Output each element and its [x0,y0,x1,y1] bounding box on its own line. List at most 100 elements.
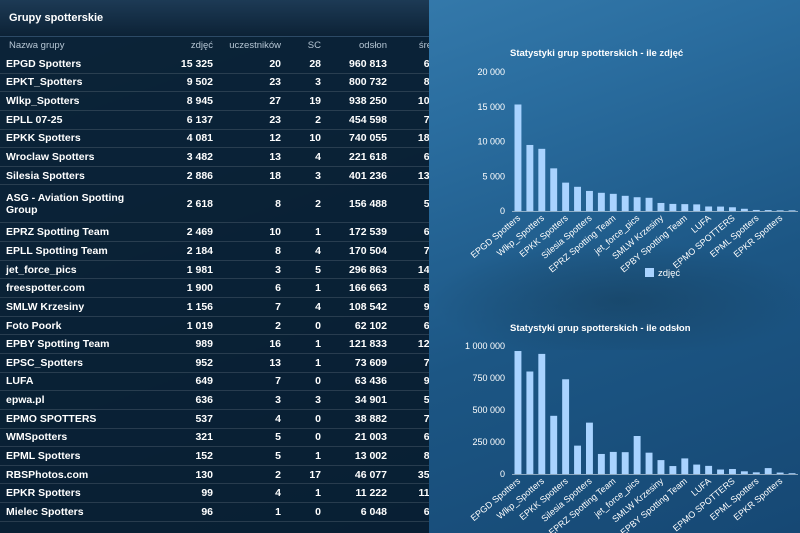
col-average: 78,07 [423,244,429,257]
bar[interactable] [705,206,713,211]
column-header-photos[interactable]: zdjęć [190,40,213,51]
bar[interactable] [514,104,522,211]
table-row[interactable]: EPKT_Spotters 9 502 23 3 800 732 84,27 [0,74,429,93]
table-row[interactable]: SMLW Krzesiny 1 156 7 4 108 542 93,89 [0,298,429,317]
bar[interactable] [657,202,665,211]
col-average: 104,89 [417,95,429,108]
bar[interactable] [609,451,617,474]
bar[interactable] [788,210,796,211]
table-row[interactable]: Wlkp_Spotters 8 945 27 19 938 250 104,89 [0,92,429,111]
column-header-members[interactable]: uczestników [229,40,281,51]
table-row[interactable]: EPKR Spotters 99 4 1 11 222 113,35 [0,484,429,504]
bar[interactable] [538,353,546,474]
column-header-average[interactable]: średnio [418,40,429,51]
bar[interactable] [574,445,581,474]
table-row[interactable]: jet_force_pics 1 981 3 5 296 863 149,86 [0,261,429,280]
col-photos: 96 [201,505,213,518]
col-photos: 1 019 [186,319,213,332]
bar[interactable] [514,351,522,474]
bar[interactable] [562,379,570,474]
bar[interactable] [621,195,629,211]
col-name: EPMO SPOTTERS [6,412,97,425]
table-row[interactable]: WMSpotters 321 5 0 21 003 65,43 [0,429,429,448]
bar[interactable] [776,472,784,474]
col-name: epwa.pl [6,394,45,407]
bar[interactable] [705,465,713,474]
bar[interactable] [609,193,617,211]
table-row[interactable]: ASG - Aviation Spotting Group 2 618 8 2 156 … [0,185,429,224]
bar[interactable] [693,464,701,474]
table-row[interactable]: Mielec Spotters 96 1 0 6 048 63,00 [0,503,429,522]
bar[interactable] [562,182,570,211]
column-header-name[interactable]: Nazwa grupy [9,40,65,51]
col-average: 63,65 [423,151,429,164]
bar[interactable] [574,186,581,211]
column-header-sc[interactable]: SC [307,40,321,51]
legend-label[interactable]: zdjęć [658,268,680,279]
col-average: 354,44 [417,468,429,481]
column-header-views[interactable]: odsłon [359,40,387,51]
bar[interactable] [526,371,534,474]
col-sc: 0 [315,505,321,518]
col-name: ASG - Aviation Spotting Group [6,191,125,216]
bar[interactable] [764,468,772,474]
bar[interactable] [669,203,677,211]
col-members: 7 [275,300,281,313]
table-row[interactable]: EPSC_Spotters 952 13 1 73 609 77,32 [0,354,429,373]
bar[interactable] [621,452,629,474]
col-members: 3 [275,394,281,407]
bar[interactable] [526,144,534,211]
table-row[interactable]: EPKK Spotters 4 081 12 10 740 055 181,34 [0,130,429,149]
bar[interactable] [740,208,748,211]
bar[interactable] [764,210,772,211]
table-row[interactable]: EPBY Spotting Team 989 16 1 121 833 123,19 [0,335,429,354]
table-row[interactable]: EPGD Spotters 15 325 20 28 960 813 62,70 [0,55,429,74]
bar[interactable] [752,209,760,211]
bar[interactable] [693,204,701,211]
table-row[interactable]: EPLL 07-25 6 137 23 2 454 598 74,08 [0,111,429,130]
table-row[interactable]: EPRZ Spotting Team 2 469 10 1 172 539 69,88 [0,223,429,243]
bar[interactable] [550,415,558,474]
bar[interactable] [657,460,665,474]
table-row[interactable]: RBSPhotos.com 130 2 17 46 077 354,44 [0,466,429,485]
table-row[interactable]: Silesia Spotters 2 886 18 3 401 236 139,03 [0,167,429,186]
bar[interactable] [597,192,605,211]
table-row[interactable]: EPMO SPOTTERS 537 4 0 38 882 72,41 [0,410,429,429]
bar[interactable] [740,471,748,474]
bar[interactable] [633,197,641,211]
bar[interactable] [681,458,689,474]
bar[interactable] [633,436,641,474]
col-photos: 649 [195,375,213,388]
col-average: 84,27 [423,76,429,89]
photos-chart: Statystyki grup spotterskich - ile zdjęć… [469,48,798,279]
col-members: 5 [275,449,281,462]
bar[interactable] [729,469,736,474]
col-name: Foto Poork [6,319,62,332]
col-name: RBSPhotos.com [6,468,89,481]
bar[interactable] [597,453,605,474]
bar[interactable] [717,469,724,474]
bar[interactable] [717,206,724,211]
col-name: SMLW Krzesiny [6,300,85,313]
bar[interactable] [645,197,653,211]
bar[interactable] [586,190,593,211]
table-row[interactable]: EPML Spotters 152 5 1 13 002 85,54 [0,447,429,466]
bar[interactable] [776,210,784,211]
table-row[interactable]: LUFA 649 7 0 63 436 97,74 [0,373,429,392]
bar[interactable] [550,168,558,211]
bar[interactable] [729,207,736,211]
table-row[interactable]: freespotter.com 1 900 6 1 166 663 87,72 [0,279,429,299]
bar[interactable] [681,204,689,211]
table-row[interactable]: EPLL Spotting Team 2 184 8 4 170 504 78,07 [0,242,429,261]
bar[interactable] [586,422,593,474]
table-row[interactable]: Foto Poork 1 019 2 0 62 102 60,94 [0,317,429,336]
bar[interactable] [645,452,653,474]
bar[interactable] [669,466,677,474]
bar[interactable] [788,473,796,474]
table-row[interactable]: epwa.pl 636 3 3 34 901 54,88 [0,391,429,410]
bar[interactable] [752,472,760,474]
col-photos: 8 945 [186,95,213,108]
table-row[interactable]: Wroclaw Spotters 3 482 13 4 221 618 63,65 [0,148,429,167]
bar[interactable] [538,148,546,211]
